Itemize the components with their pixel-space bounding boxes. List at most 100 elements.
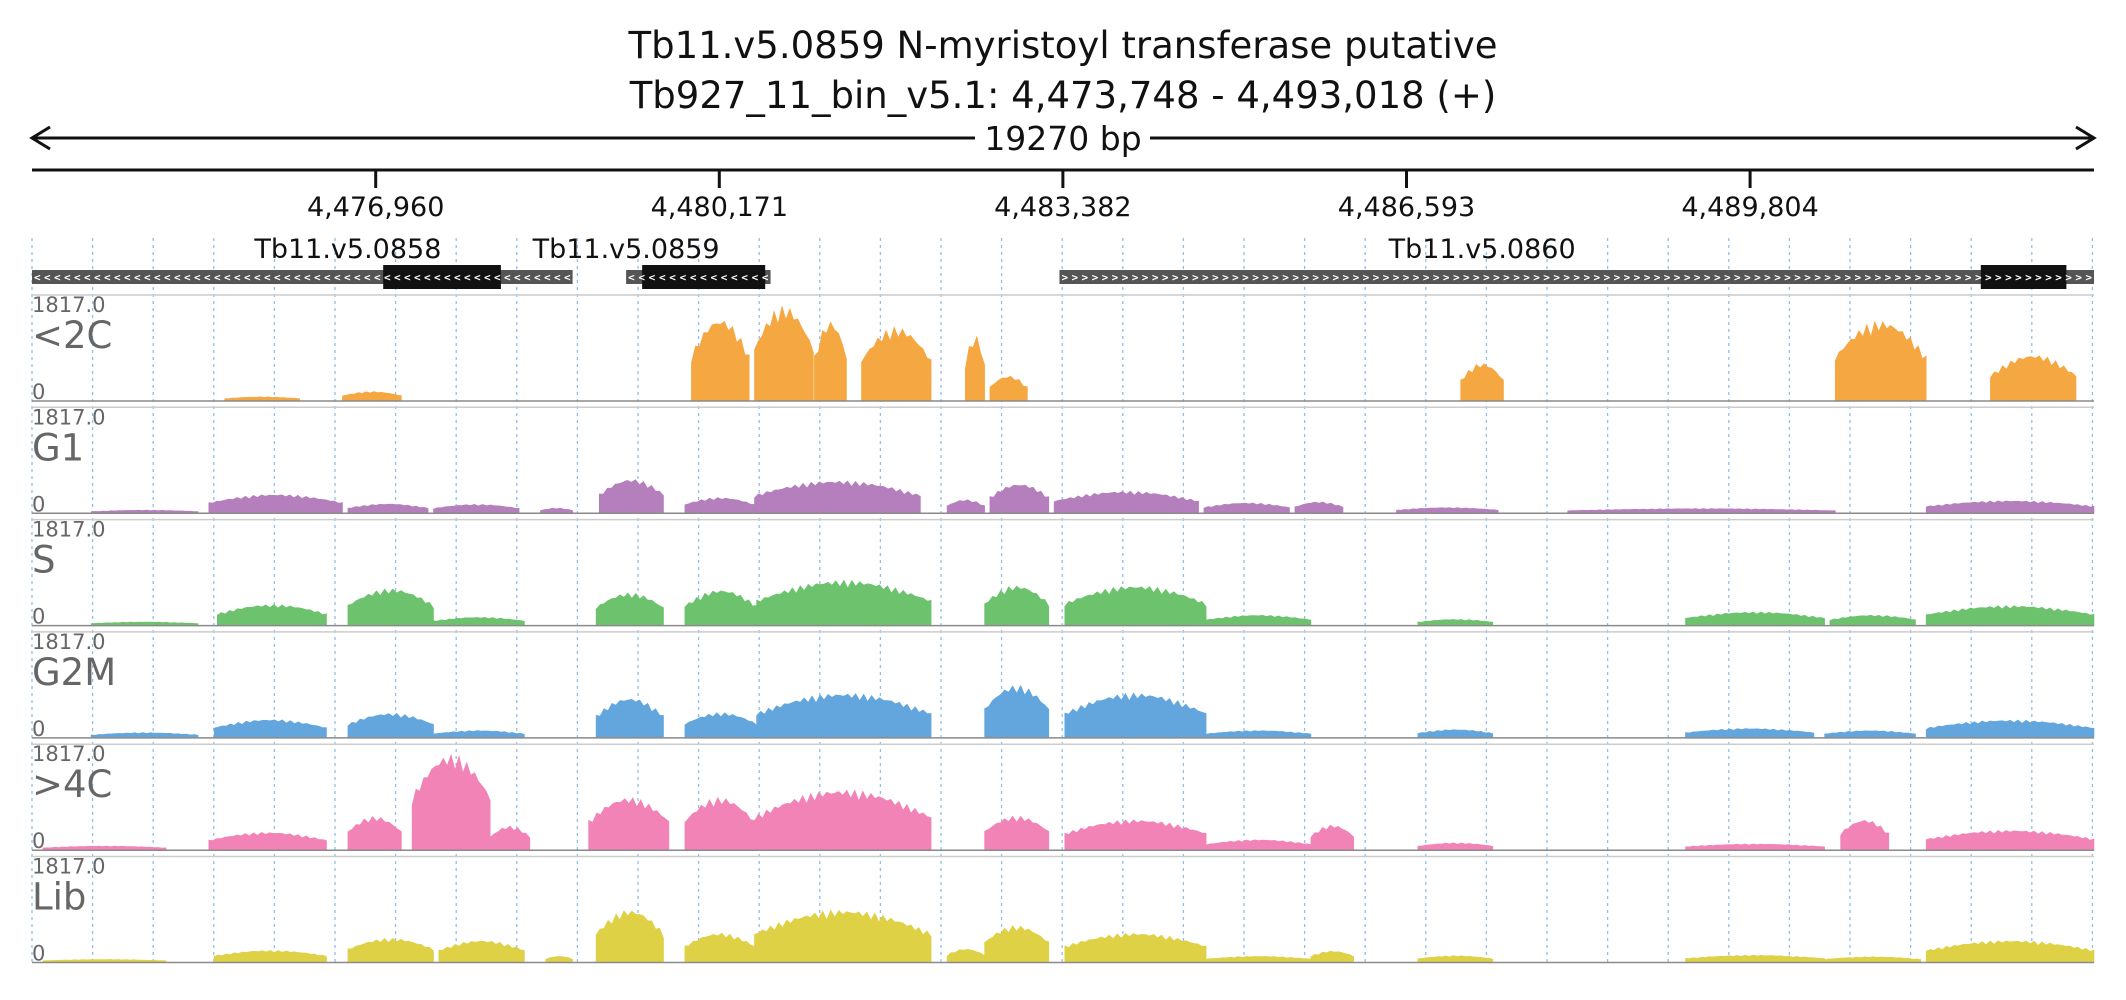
coverage-segment [347,588,434,626]
track-max-label: 1817.0 [32,293,105,317]
gene-cds-block [383,265,501,289]
coverage-segment [1417,729,1494,739]
coverage-track: 1817.0G1 0 [32,405,2095,516]
coverage-segment [1840,820,1890,851]
coverage-segment [208,832,327,851]
axis-tick-label: 4,486,593 [1338,192,1475,223]
coverage-segment [347,937,434,963]
coverage-segment [1205,839,1312,851]
coverage-segment [213,719,327,739]
coverage-segment [1205,956,1312,963]
coverage-segment [756,579,932,626]
coverage-segment [1925,830,2095,851]
coverage-segment [1685,843,1825,851]
coverage-segment [433,503,520,514]
track-max-label: 1817.0 [32,518,105,542]
coverage-segment [1064,932,1207,963]
coordinate-ticks: 4,476,960 4,480,171 4,483,382 4,486,593 4,48… [307,170,1819,223]
coverage-segment [90,509,199,514]
coverage-segment [1685,954,1825,963]
coverage-track: 1817.0>4C 0 [32,742,2095,853]
span-bp-label: 19270 bp [984,119,1141,158]
coverage-segment [347,815,402,851]
coverage-track: 1817.0<2C 0 [32,293,2094,404]
coverage-segment [1294,501,1344,514]
coverage-segment [1064,586,1207,626]
coverage-segment [347,503,429,514]
track-max-label: 1817.0 [32,855,105,879]
coverage-segment [1417,842,1494,851]
gene-label: Tb11.v5.0860 [1388,234,1576,265]
coverage-segment [754,480,921,514]
coverage-segment [1064,692,1207,739]
track-name: S [32,539,56,582]
coverage-segment [595,910,664,963]
coverage-segment [1829,614,1916,626]
span-arrowhead-left [29,125,51,151]
coverage-segment [347,712,434,739]
coverage-segment [433,616,525,626]
coverage-segment [1310,824,1354,851]
coverage-segment [1460,363,1504,402]
track-name: <2C [32,314,112,357]
track-max-label: 1817.0 [32,742,105,766]
coverage-segment [946,948,985,963]
gene-track: Tb11.v5.0858<<<<<<<<<<<<<<<<<<<<<<<<<<<<… [32,234,2094,289]
coverage-segment [1685,728,1815,739]
coverage-segment [1205,614,1312,626]
coverage-tracks: 1817.0<2C01817.0G101817.0S01817.0G2M0181… [32,293,2095,966]
coverage-segment [1925,719,2095,739]
gridlines [31,238,2094,962]
coverage-segment [691,320,750,402]
track-min-label: 0 [32,380,45,404]
track-min-label: 0 [32,942,45,966]
coverage-segment [1685,611,1825,626]
coverage-segment [42,845,167,851]
coverage-segment [684,796,755,851]
axis-tick-label: 4,489,804 [1681,192,1818,223]
coverage-segment [595,698,664,739]
coverage-segment [595,592,664,626]
track-name: >4C [32,763,112,806]
coverage-segment [438,940,525,963]
coverage-segment [208,494,343,514]
coverage-segment [540,507,573,514]
strand-arrows: >>>>>>>>>>>>>>>>>>>>>>>>>>>>>>>>>>>>>>>>… [1061,271,2092,284]
coverage-segment [1925,500,2095,514]
coverage-segment [989,375,1028,402]
axis-tick-label: 4,483,382 [994,192,1131,223]
track-name: G1 [32,426,84,469]
coverage-segment [984,925,1050,963]
coverage-segment [1203,502,1290,514]
coverage-track: 1817.0S 0 [32,518,2095,629]
coverage-segment [1417,955,1494,963]
coverage-segment [861,326,932,402]
coverage-segment [433,730,525,739]
coverage-segment [984,585,1050,626]
axis-tick-label: 4,476,960 [307,192,444,223]
track-min-label: 0 [32,605,45,629]
coverage-segment [1396,507,1499,514]
coverage-segment [756,693,932,739]
track-min-label: 0 [32,492,45,516]
coverage-segment [684,932,755,963]
coverage-segment [964,335,985,402]
coverage-segment [984,815,1050,851]
coverage-segment [217,604,327,626]
coverage-segment [1205,730,1312,739]
track-min-label: 0 [32,829,45,853]
coverage-segment [754,909,932,963]
coverage-segment [588,797,670,851]
track-name: G2M [32,651,116,694]
coverage-segment [984,684,1050,739]
gene-cds-block [642,265,766,289]
coverage-segment [342,391,402,402]
chart-subtitle: Tb927_11_bin_v5.1: 4,473,748 - 4,493,018… [629,74,1497,117]
coverage-segment [1310,950,1354,963]
coverage-segment [946,499,985,514]
coverage-segment [1990,355,2077,402]
chart-title: Tb11.v5.0859 N-myristoyl transferase put… [627,24,1497,67]
